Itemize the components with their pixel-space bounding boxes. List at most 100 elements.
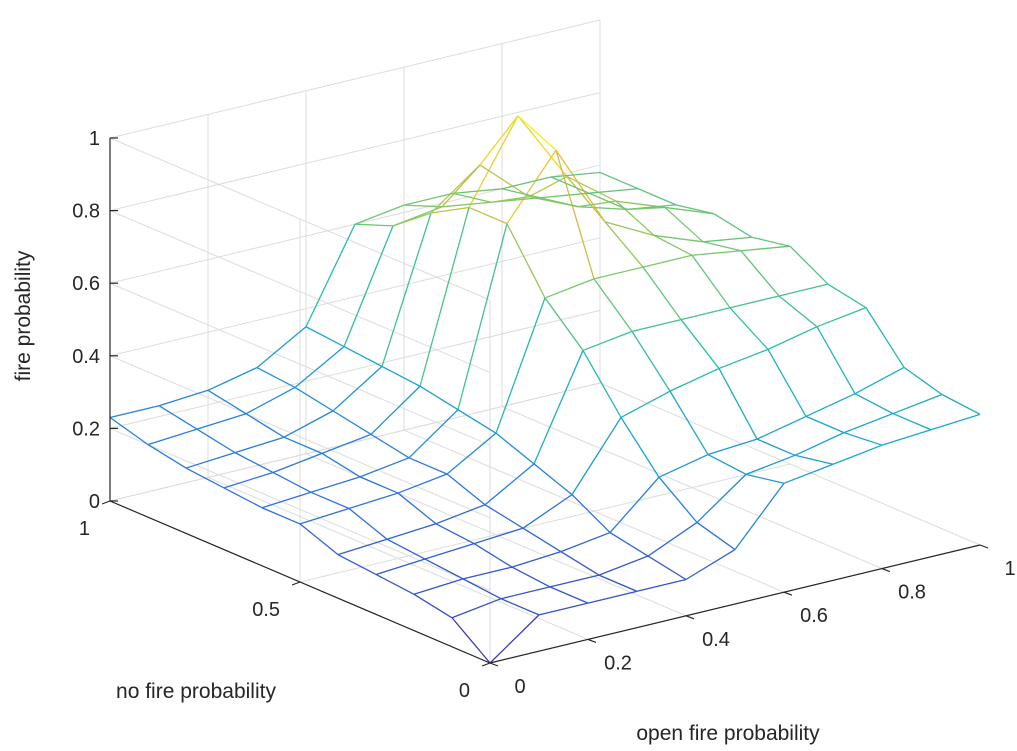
mesh-segment <box>468 115 519 208</box>
mesh-segment <box>707 438 758 456</box>
z-tick-label: 1 <box>89 128 100 150</box>
mesh-segment <box>718 348 769 370</box>
mesh-segment <box>538 602 589 616</box>
mesh-segment <box>577 206 628 211</box>
mesh-segment <box>794 432 845 456</box>
mesh-segment <box>310 491 350 510</box>
mesh-segment <box>778 295 818 328</box>
mesh-segment <box>598 555 649 576</box>
mesh-segment <box>566 176 617 202</box>
mesh-segment <box>599 171 639 190</box>
mesh-segment <box>348 507 388 540</box>
mesh-segment <box>903 366 943 396</box>
mesh-segment <box>647 555 687 581</box>
mesh-segment <box>675 204 715 215</box>
mesh-segment <box>245 386 296 415</box>
x-tick <box>489 662 499 667</box>
mesh-segment <box>528 176 568 198</box>
mesh-segment <box>626 206 666 211</box>
mesh-segment <box>767 349 807 417</box>
mesh-segment <box>636 578 687 592</box>
mesh-segment <box>539 197 579 208</box>
mesh-segment <box>789 245 829 285</box>
mesh-segment <box>419 207 470 387</box>
mesh-segment <box>234 452 274 474</box>
mesh-segment <box>533 463 573 496</box>
axes-grid <box>108 19 981 664</box>
mesh-segment <box>680 307 731 321</box>
mesh-segment <box>620 390 671 419</box>
mesh-segment <box>843 412 894 434</box>
mesh-segment <box>517 115 557 151</box>
x-tick-label: 0.8 <box>898 582 926 604</box>
mesh-segment <box>468 206 508 225</box>
mesh-segment <box>381 212 432 367</box>
mesh-segment <box>430 206 470 214</box>
mesh-segment <box>446 473 486 506</box>
mesh-segment <box>370 433 410 459</box>
mesh-segment <box>397 492 437 525</box>
mesh-segment <box>359 476 399 494</box>
x-tick <box>685 615 695 620</box>
mesh-segment <box>392 212 432 227</box>
mesh-segment <box>756 415 807 440</box>
mesh-segment <box>299 507 350 525</box>
mesh-segment <box>294 346 345 388</box>
mesh-segment <box>658 476 698 523</box>
mesh-segment <box>359 457 410 478</box>
x-tick-label: 0 <box>514 676 525 698</box>
mesh-segment <box>598 574 638 592</box>
mesh-segment <box>669 390 709 455</box>
mesh-segment <box>609 532 649 557</box>
mesh-segment <box>223 487 263 509</box>
mesh-segment <box>185 467 225 489</box>
mesh-segment <box>522 494 573 529</box>
mesh-segment <box>451 598 502 619</box>
mesh-segment <box>403 192 454 206</box>
mesh-segment <box>397 473 448 494</box>
x-axis-line <box>489 544 981 664</box>
mesh-segment <box>511 551 562 568</box>
z-tick-label: 0.8 <box>72 201 100 223</box>
mesh-segment <box>713 213 753 238</box>
mesh-segment <box>571 494 611 534</box>
mesh-segment <box>185 452 236 469</box>
mesh-segment <box>794 454 834 465</box>
mesh-segment <box>930 413 981 431</box>
mesh-segment <box>305 326 345 348</box>
mesh-segment <box>501 176 552 190</box>
mesh-segment <box>702 241 742 252</box>
x-tick-label: 0.4 <box>702 629 730 651</box>
mesh-segment <box>506 223 546 299</box>
mesh-segment <box>658 453 709 478</box>
mesh-segment <box>457 223 508 410</box>
mesh-segment <box>816 326 856 395</box>
mesh-segment <box>473 527 524 545</box>
mesh-segment <box>696 473 747 523</box>
mesh-segment <box>158 389 209 407</box>
mesh-segment <box>756 438 796 456</box>
mesh-segment <box>865 307 905 368</box>
mesh-segment <box>435 523 475 545</box>
x-tick-label: 0.6 <box>800 605 828 627</box>
mesh-segment <box>593 278 633 332</box>
mesh-segment <box>685 548 736 581</box>
mesh-segment <box>718 368 758 440</box>
mesh-segment <box>941 393 981 415</box>
mesh-segment <box>511 566 551 588</box>
mesh-segment <box>587 590 638 604</box>
mesh-segment <box>609 476 660 534</box>
mesh-segment <box>283 410 334 438</box>
mesh-segment <box>484 504 524 529</box>
mesh-segment <box>370 385 421 435</box>
mesh-segment <box>745 454 796 475</box>
mesh-segment <box>522 527 562 553</box>
mesh-segment <box>256 326 307 369</box>
mesh-segment <box>348 492 399 510</box>
mesh-segment <box>549 574 600 588</box>
mesh-segment <box>549 586 589 604</box>
mesh-segment <box>413 593 453 619</box>
mesh-segment <box>147 444 187 469</box>
mesh-segment <box>571 417 622 495</box>
mesh-segment <box>734 482 785 550</box>
